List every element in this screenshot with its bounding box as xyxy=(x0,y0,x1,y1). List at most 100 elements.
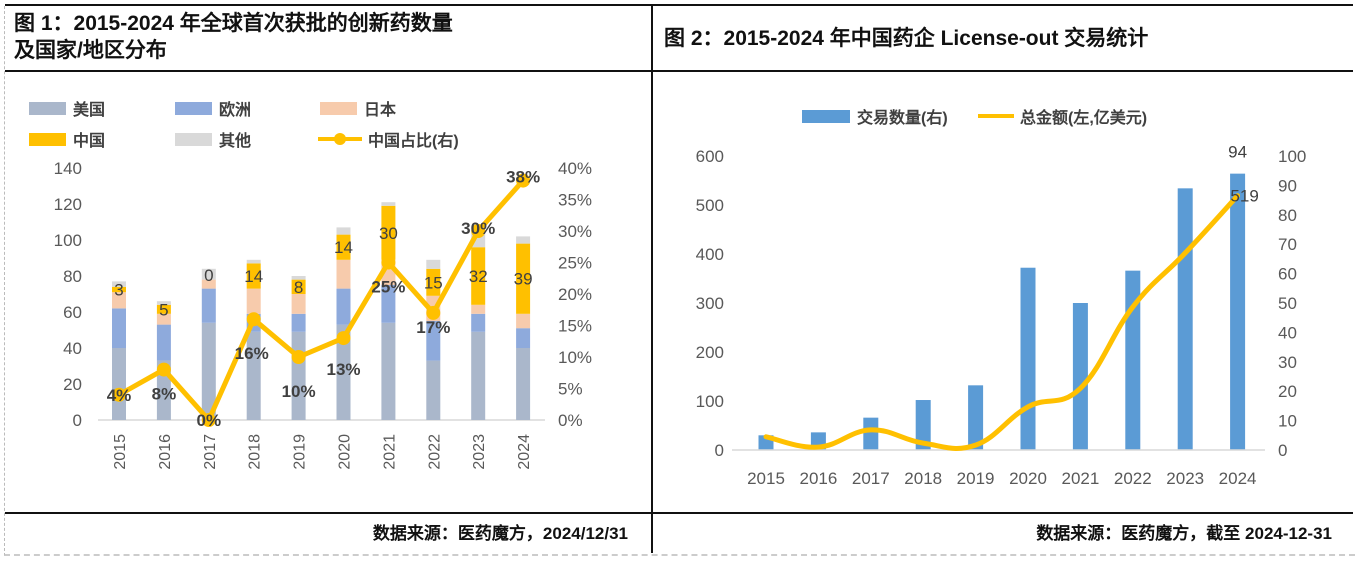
china-share-point xyxy=(112,387,126,402)
legend-item-europe: 欧洲 xyxy=(175,96,251,120)
bar-segment-其他 xyxy=(426,259,441,269)
legend-label: 日本 xyxy=(364,102,397,119)
y-tick-label: 300 xyxy=(696,294,724,313)
legend-label: 总金额(左,亿美元) xyxy=(1020,110,1148,127)
figure2-title: 图 2：2015-2024 年中国药企 License-out 交易统计 xyxy=(664,27,1149,50)
y2-tick-label: 60 xyxy=(1278,265,1297,284)
china-share-line xyxy=(117,178,525,423)
x-tick-label: 2020 xyxy=(337,434,354,470)
china-count-label: 39 xyxy=(514,270,533,289)
bar-segment-其他 xyxy=(246,259,261,264)
y-tick-label: 100 xyxy=(54,231,82,250)
china-share-point xyxy=(426,305,441,320)
china-share-label: 38% xyxy=(506,168,540,187)
legend-label: 交易数量(右) xyxy=(857,110,948,127)
legend-swatch xyxy=(175,101,212,115)
x-tick-label: 2021 xyxy=(1061,469,1099,488)
bar-segment-欧洲 xyxy=(156,324,171,361)
y2-tick-label: 50 xyxy=(1278,294,1297,313)
y-tick-label: 200 xyxy=(696,343,724,362)
y-tick-label: 80 xyxy=(63,267,82,286)
legend-swatch xyxy=(175,132,212,146)
total-amount-label: 519 xyxy=(1230,187,1258,206)
bar-segment-日本 xyxy=(246,288,261,314)
x-tick-label: 2024 xyxy=(1219,469,1257,488)
x-tick-label: 2018 xyxy=(904,469,942,488)
china-share-point xyxy=(246,312,261,327)
china-share-label: 8% xyxy=(152,385,177,404)
x-tick-label: 2018 xyxy=(247,434,264,470)
bar-segment-中国 xyxy=(336,234,351,260)
y2-tick-label: 20% xyxy=(558,285,592,304)
figure2-source: 数据来源：医药魔方，截至 2024-12-31 xyxy=(1036,524,1332,543)
y-tick-label: 60 xyxy=(63,303,82,322)
china-share-point xyxy=(471,224,486,238)
bar-segment-美国 xyxy=(516,348,531,420)
legend-item-china: 中国 xyxy=(29,127,105,151)
legend-swatch xyxy=(29,101,66,115)
x-tick-label: 2015 xyxy=(112,434,129,470)
bar-segment-日本 xyxy=(516,313,531,329)
china-count-label: 0 xyxy=(204,266,213,285)
bar-segment-欧洲 xyxy=(426,321,441,361)
china-share-label: 0% xyxy=(197,411,222,430)
legend-item-japan: 日本 xyxy=(320,96,396,120)
china-count-label: 30 xyxy=(379,224,398,243)
panel-divider xyxy=(651,5,653,553)
legend-label: 欧洲 xyxy=(219,102,252,119)
bar-segment-其他 xyxy=(336,227,351,235)
x-tick-label: 2019 xyxy=(957,469,995,488)
china-count-label: 14 xyxy=(244,267,263,286)
bar-segment-中国 xyxy=(516,243,531,314)
x-tick-label: 2017 xyxy=(852,469,890,488)
legend-label: 中国占比(右) xyxy=(368,133,459,150)
china-share-point xyxy=(381,255,396,270)
deal-count-bar xyxy=(915,400,931,450)
legend-swatch xyxy=(29,132,66,146)
y-tick-label: 600 xyxy=(696,147,724,166)
bar-segment-其他 xyxy=(291,276,306,280)
bar-segment-中国 xyxy=(381,205,396,260)
bar-segment-中国 xyxy=(156,304,171,314)
bar-segment-欧洲 xyxy=(112,308,126,348)
x-tick-label: 2019 xyxy=(292,434,309,470)
bar-segment-美国 xyxy=(112,348,126,420)
top-rule xyxy=(5,4,1353,6)
legend-swatch xyxy=(320,101,357,115)
y2-tick-label: 10% xyxy=(558,348,592,367)
y2-tick-label: 40 xyxy=(1278,323,1297,342)
y2-tick-label: 90 xyxy=(1278,176,1297,195)
x-tick-label: 2016 xyxy=(799,469,837,488)
bar-segment-美国 xyxy=(336,324,351,420)
figure1-source: 数据来源：医药魔方，2024/12/31 xyxy=(372,524,628,543)
bar-segment-中国 xyxy=(246,263,261,289)
china-share-point xyxy=(156,362,171,377)
bar-segment-欧洲 xyxy=(336,288,351,325)
y2-tick-label: 35% xyxy=(558,191,592,210)
figure1-title: 图 1：2015-2024 年全球首次获批的创新药数量 及国家/地区分布 xyxy=(14,10,453,64)
china-share-label: 25% xyxy=(371,278,405,297)
china-share-label: 30% xyxy=(461,219,495,238)
legend-item-deal-count: 交易数量(右) xyxy=(802,104,948,128)
footer-rule xyxy=(5,512,1353,514)
china-count-label: 5 xyxy=(159,300,168,319)
total-amount-line xyxy=(763,193,1241,451)
china-share-label: 16% xyxy=(235,344,269,363)
x-tick-label: 2020 xyxy=(1009,469,1047,488)
bar-segment-日本 xyxy=(471,304,486,314)
china-count-label: 32 xyxy=(469,267,488,286)
deal-count-bar xyxy=(863,417,879,450)
y-tick-label: 140 xyxy=(54,159,82,178)
china-share-label: 4% xyxy=(107,386,132,405)
china-share-point xyxy=(291,350,306,364)
bar-segment-中国 xyxy=(291,279,306,294)
x-tick-label: 2023 xyxy=(471,434,488,470)
bar-segment-美国 xyxy=(426,360,441,420)
china-count-label: 14 xyxy=(334,238,353,257)
bar-segment-其他 xyxy=(516,236,531,244)
y2-tick-label: 5% xyxy=(558,380,583,399)
china-share-label: 10% xyxy=(282,382,316,401)
bar-segment-中国 xyxy=(426,268,441,296)
y2-tick-label: 15% xyxy=(558,317,592,336)
y-tick-label: 120 xyxy=(54,195,82,214)
